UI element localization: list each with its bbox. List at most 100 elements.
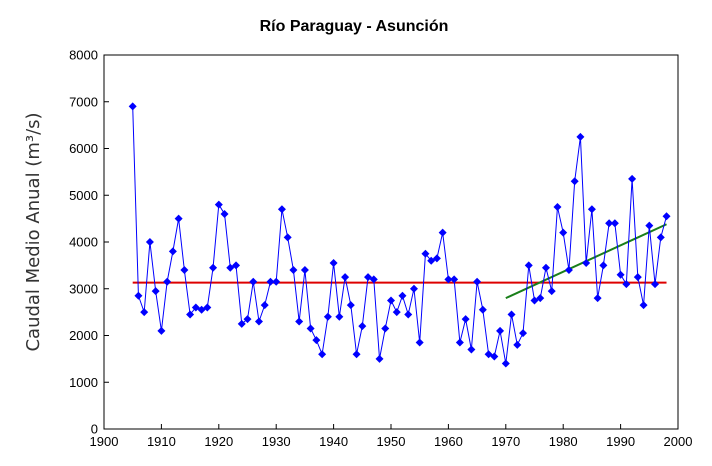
chart-title: Río Paraguay - Asunción [260,18,449,35]
data-point [473,277,482,286]
data-point [186,310,195,319]
plot-frame [103,54,679,430]
data-point [656,233,665,242]
data-point [409,284,418,293]
data-point [180,266,189,275]
data-point [381,324,390,333]
data-point [358,322,367,331]
data-point [140,308,149,317]
data-point [513,340,522,349]
data-point [587,205,596,214]
data-point [214,200,223,209]
x-tick-label: 1930 [262,434,291,449]
data-point [564,266,573,275]
data-point [455,338,464,347]
data-point [283,233,292,242]
data-point [226,263,235,272]
data-point [404,310,413,319]
data-point [237,319,246,328]
x-tick-label: 1950 [377,434,406,449]
y-tick-label: 6000 [69,141,98,156]
data-point [616,270,625,279]
data-point [168,247,177,256]
data-point [536,294,545,303]
series-layer [128,102,671,368]
data-point [157,326,166,335]
data-point [519,329,528,338]
data-point [254,317,263,326]
data-point [232,261,241,270]
data-point [318,350,327,359]
data-point [576,132,585,141]
data-point [570,177,579,186]
data-point [662,212,671,221]
y-tick-label: 0 [91,422,98,437]
data-point [260,301,269,310]
data-point [639,301,648,310]
data-point [398,291,407,300]
data-point [467,345,476,354]
data-point [530,296,539,305]
data-point [341,273,350,282]
data-point [191,303,200,312]
x-tick-label: 1970 [491,434,520,449]
y-tick-label: 8000 [69,48,98,63]
data-point [484,350,493,359]
data-point [295,317,304,326]
data-point [444,275,453,284]
data-point [289,266,298,275]
data-point [369,275,378,284]
data-point [461,315,470,324]
data-point [507,310,516,319]
data-point [128,102,137,111]
data-point [392,308,401,317]
data-point [197,305,206,314]
y-tick-label: 2000 [69,328,98,343]
data-point [622,280,631,289]
data-point [203,303,212,312]
data-point [300,266,309,275]
data-point [645,221,654,230]
data-point [490,352,499,361]
x-tick-label: 1960 [434,434,463,449]
x-tick-label: 1910 [147,434,176,449]
data-point [593,294,602,303]
data-point [163,277,172,286]
x-tick-label: 1980 [549,434,578,449]
data-point [582,259,591,268]
data-point [346,301,355,310]
data-point [651,280,660,289]
data-point [220,209,229,218]
data-point [335,312,344,321]
data-point [277,205,286,214]
data-point [329,259,338,268]
data-point [432,254,441,263]
data-point [243,315,252,324]
data-point [375,354,384,363]
data-point [174,214,183,223]
data-point [134,291,143,300]
x-tick-label: 1990 [606,434,635,449]
data-point [387,296,395,305]
data-point [427,256,436,265]
data-point [352,350,361,359]
y-tick-label: 1000 [69,375,98,390]
data-point [547,287,556,296]
data-point [605,219,614,228]
data-point [541,263,550,272]
data-point [610,219,619,228]
data-point [478,305,487,314]
data-point [496,326,505,335]
x-tick-label: 2000 [664,434,693,449]
data-point [209,263,218,272]
series-line [132,106,668,364]
x-tick-label: 1900 [90,434,119,449]
y-axis: 0 1000 2000 3000 4000 5000 6000 7000 8000 [69,48,109,437]
data-point [272,277,281,286]
data-point [501,359,510,368]
data-point [323,312,332,321]
data-point [633,273,642,282]
data-point [364,273,373,282]
